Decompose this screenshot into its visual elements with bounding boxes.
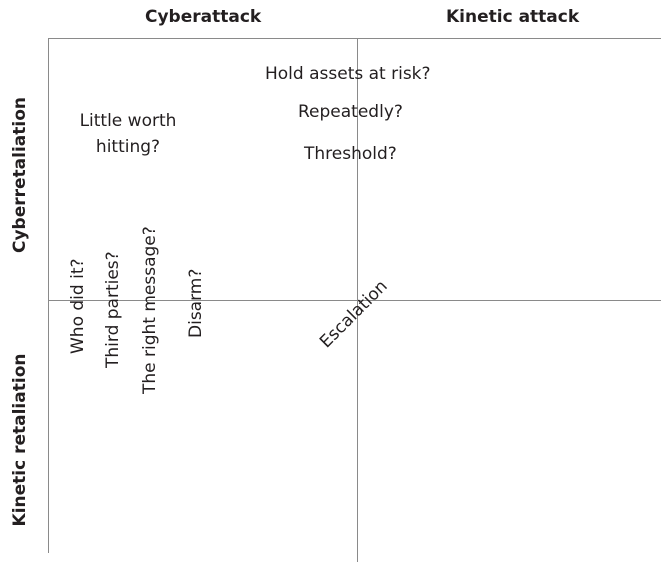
column-header-cyberattack: Cyberattack: [145, 7, 262, 27]
column-header-kinetic-attack: Kinetic attack: [446, 7, 580, 27]
row-header-cyberretaliation: Cyberretaliation: [10, 96, 30, 254]
question-third-parties: Third parties?: [103, 251, 123, 368]
horizontal-divider-line: [48, 300, 661, 301]
little-worth-line-1: Little worth: [79, 111, 177, 131]
escalation-label: Escalation: [316, 276, 392, 353]
row-header-kinetic-retaliation: Kinetic retaliation: [10, 353, 30, 527]
question-repeatedly: Repeatedly?: [298, 102, 403, 122]
question-hold-assets: Hold assets at risk?: [265, 64, 431, 84]
question-who-did-it: Who did it?: [68, 258, 88, 354]
little-worth-line-2: hitting?: [95, 137, 161, 157]
top-border-line: [48, 38, 661, 39]
left-border-line: [48, 38, 49, 553]
question-threshold: Threshold?: [304, 144, 397, 164]
question-little-worth-hitting: Little worth hitting?: [66, 108, 190, 160]
question-right-message: The right message?: [140, 226, 160, 394]
question-disarm: Disarm?: [186, 268, 206, 338]
